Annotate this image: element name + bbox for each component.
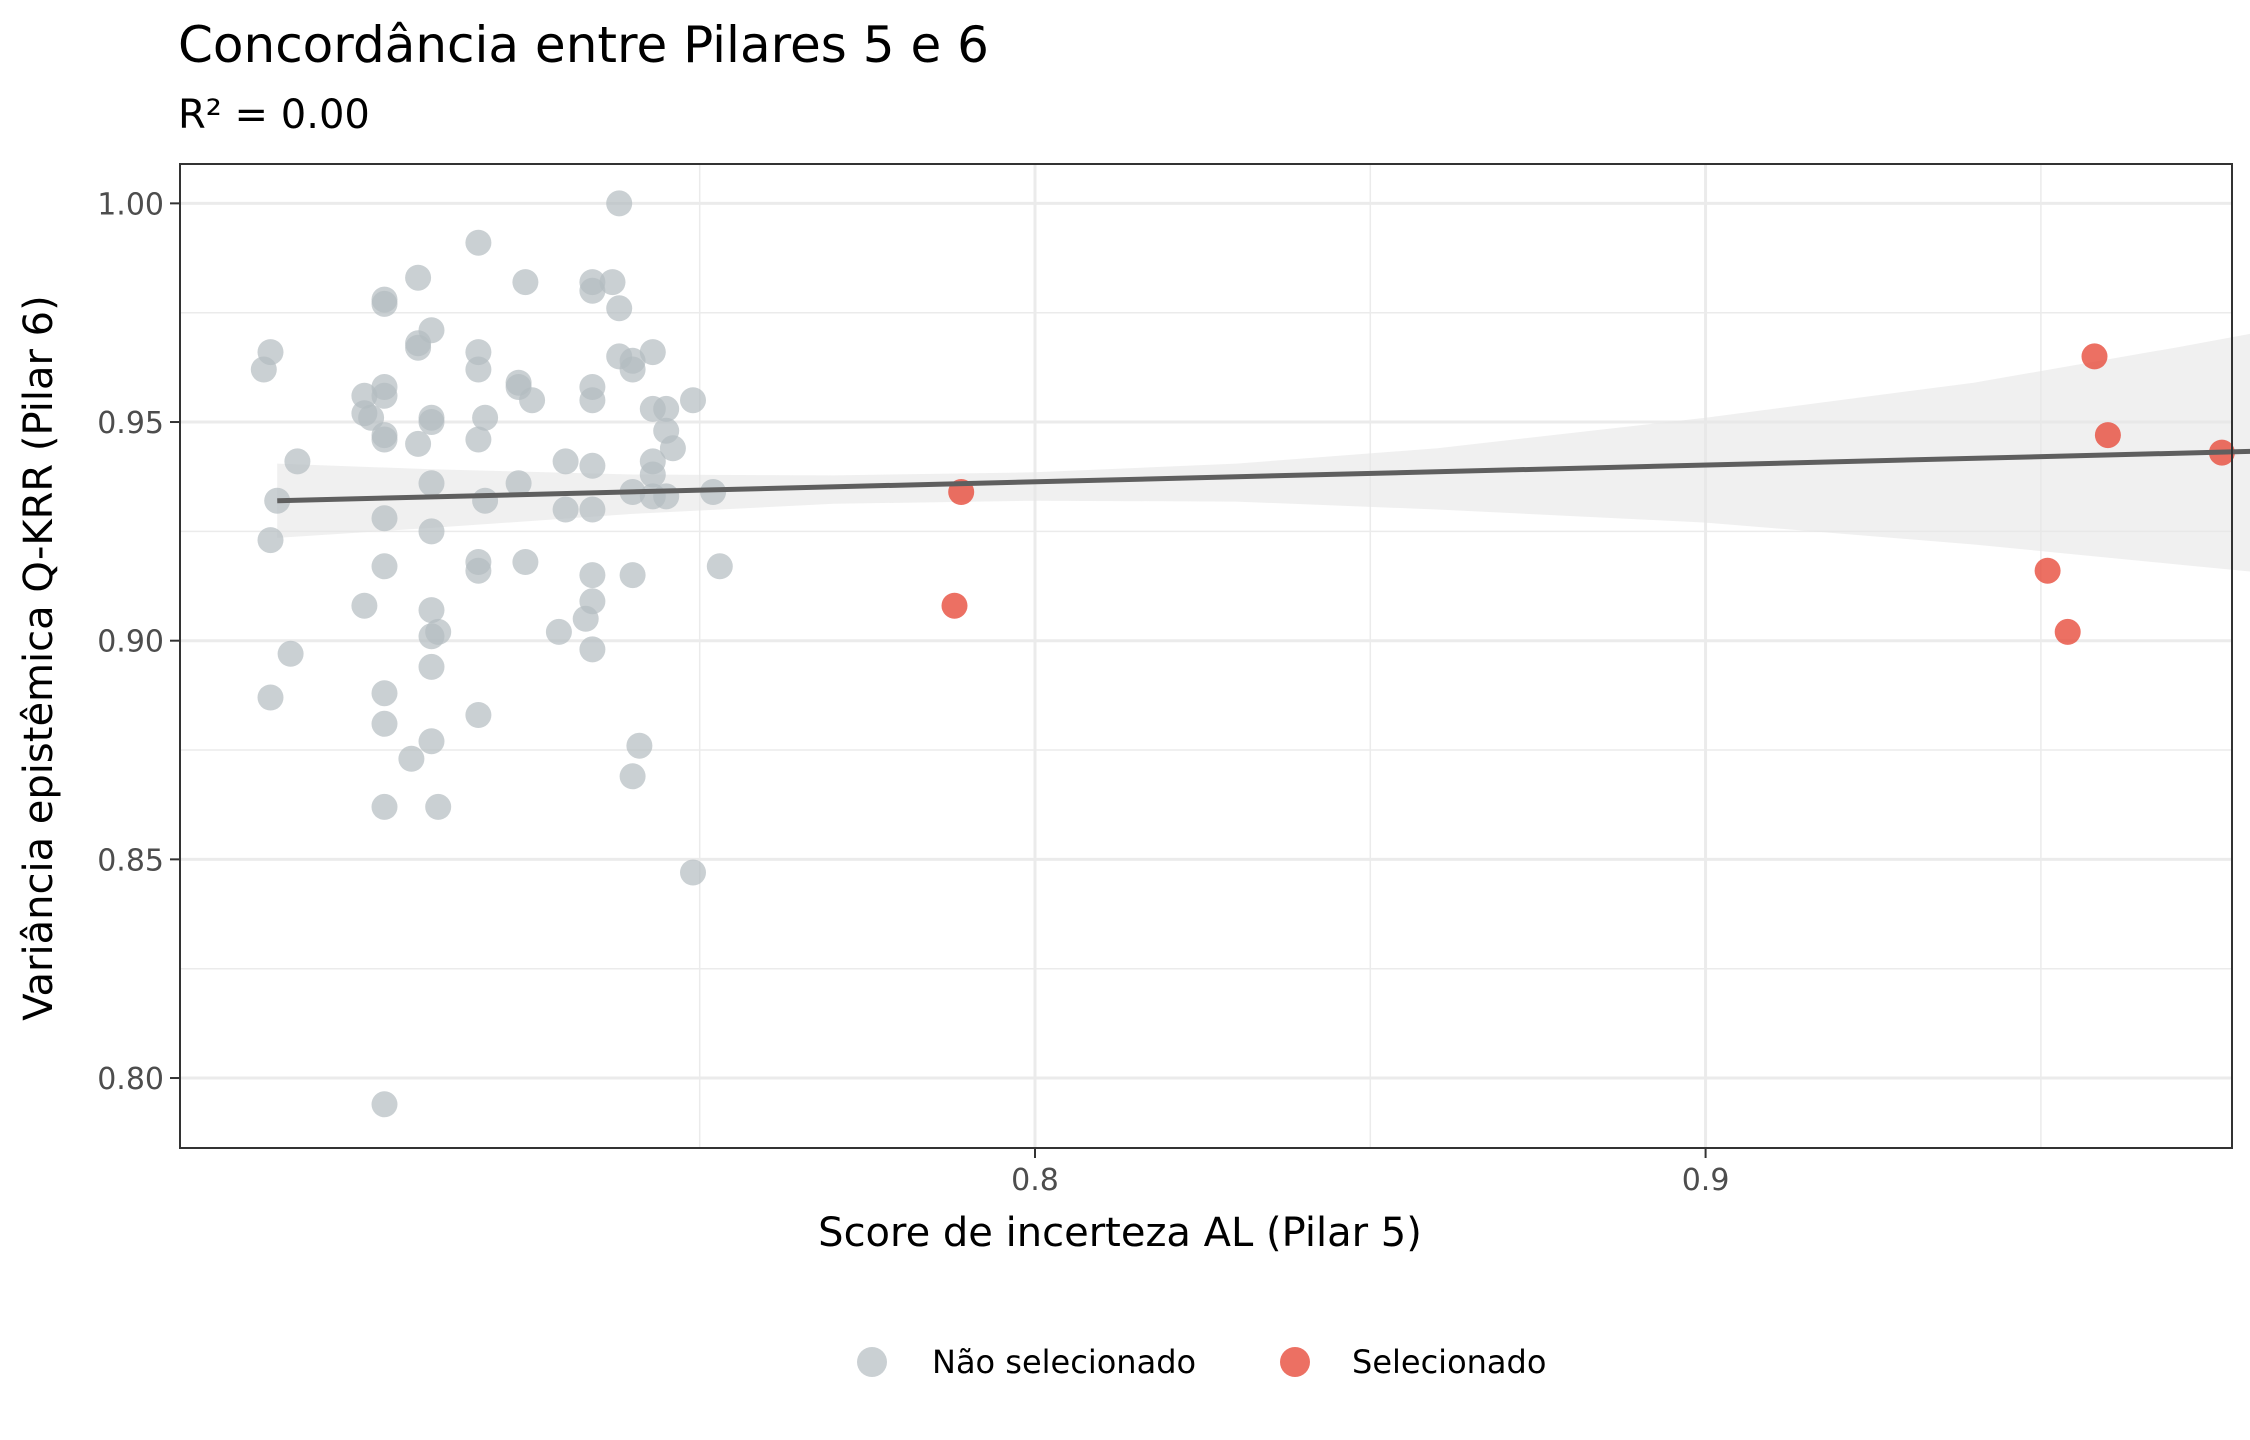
point-not-selected (519, 387, 546, 414)
point-not-selected (653, 395, 680, 422)
point-not-selected (465, 426, 492, 453)
point-not-selected (579, 562, 606, 589)
point-not-selected (257, 527, 284, 554)
minor-gridlines (180, 164, 2232, 1148)
point-not-selected (418, 653, 445, 680)
point-not-selected (552, 496, 579, 523)
point-not-selected (284, 448, 311, 475)
y-tick-label: 0.85 (97, 843, 164, 878)
point-not-selected (465, 557, 492, 584)
data-points (250, 190, 2235, 1118)
y-axis-ticks: 0.80 0.85 0.90 0.95 1.00 (97, 187, 180, 1097)
point-not-selected (579, 636, 606, 663)
point-not-selected (619, 356, 646, 383)
point-not-selected (619, 763, 646, 790)
point-not-selected (552, 448, 579, 475)
chart-subtitle: R² = 0.00 (178, 92, 370, 138)
point-not-selected (512, 269, 539, 296)
point-not-selected (418, 518, 445, 545)
point-not-selected (606, 295, 633, 322)
point-not-selected (465, 229, 492, 256)
point-not-selected (579, 496, 606, 523)
point-not-selected (599, 269, 626, 296)
point-not-selected (418, 409, 445, 435)
point-not-selected (371, 793, 398, 820)
point-not-selected (626, 732, 653, 759)
plot-panel-border (179, 163, 2233, 1149)
legend-key (857, 1347, 887, 1377)
point-not-selected (418, 317, 445, 344)
point-not-selected (351, 592, 378, 619)
point-not-selected (277, 640, 304, 667)
point-not-selected (706, 553, 733, 580)
point-not-selected (264, 487, 291, 514)
point-not-selected (257, 684, 284, 711)
confidence-band (277, 333, 2250, 572)
point-not-selected (371, 290, 398, 317)
point-not-selected (425, 793, 452, 820)
point-selected (2094, 422, 2121, 449)
point-not-selected (371, 1091, 398, 1118)
point-selected (941, 592, 968, 619)
point-not-selected (472, 404, 499, 431)
point-not-selected (680, 859, 706, 886)
point-not-selected (405, 264, 432, 291)
point-not-selected (250, 356, 277, 383)
point-not-selected (505, 470, 532, 497)
point-not-selected (418, 597, 445, 624)
point-not-selected (371, 426, 398, 453)
y-tick-label: 0.90 (97, 625, 164, 660)
x-axis-ticks: 0.80.91.0 (1011, 1148, 1730, 1198)
point-selected (2054, 618, 2081, 645)
point-not-selected (680, 387, 706, 414)
point-not-selected (619, 562, 646, 589)
point-not-selected (405, 430, 432, 457)
point-not-selected (653, 483, 680, 510)
point-not-selected (371, 505, 398, 532)
y-tick-label: 0.80 (97, 1062, 164, 1097)
y-tick-label: 1.00 (97, 187, 164, 222)
legend-key (1280, 1347, 1310, 1377)
point-not-selected (398, 745, 425, 772)
point-not-selected (639, 461, 666, 488)
point-not-selected (639, 339, 666, 366)
point-not-selected (465, 356, 492, 383)
point-not-selected (465, 702, 492, 728)
point-not-selected (472, 487, 499, 514)
legend-label: Não selecionado (932, 1343, 1196, 1381)
point-not-selected (659, 435, 686, 462)
confidence-band-area (277, 333, 2250, 572)
point-not-selected (371, 710, 398, 737)
point-not-selected (512, 549, 539, 575)
point-not-selected (418, 728, 445, 755)
trend-line (277, 448, 2250, 504)
point-not-selected (371, 680, 398, 707)
point-selected (2034, 557, 2061, 584)
x-tick-label: 0.9 (1682, 1163, 1730, 1198)
x-axis-title: Score de incerteza AL (Pilar 5) (818, 1210, 1422, 1256)
point-not-selected (545, 618, 572, 645)
point-not-selected (579, 277, 606, 304)
point-not-selected (579, 452, 606, 479)
y-tick-label: 0.95 (97, 406, 164, 441)
point-not-selected (606, 190, 633, 217)
point-not-selected (579, 588, 606, 615)
legend-label: Selecionado (1352, 1343, 1546, 1381)
major-gridlines (180, 164, 2232, 1148)
point-not-selected (425, 618, 452, 645)
point-not-selected (371, 553, 398, 580)
y-axis-title: Variância epistêmica Q-KRR (Pilar 6) (16, 295, 62, 1020)
x-tick-label: 0.8 (1011, 1163, 1059, 1198)
legend: Não selecionado Selecionado (857, 1343, 1546, 1381)
point-not-selected (418, 470, 445, 497)
regression-line (277, 448, 2250, 504)
point-selected (2081, 343, 2108, 370)
point-not-selected (579, 387, 606, 414)
point-not-selected (371, 382, 398, 409)
chart-title: Concordância entre Pilares 5 e 6 (178, 16, 989, 74)
